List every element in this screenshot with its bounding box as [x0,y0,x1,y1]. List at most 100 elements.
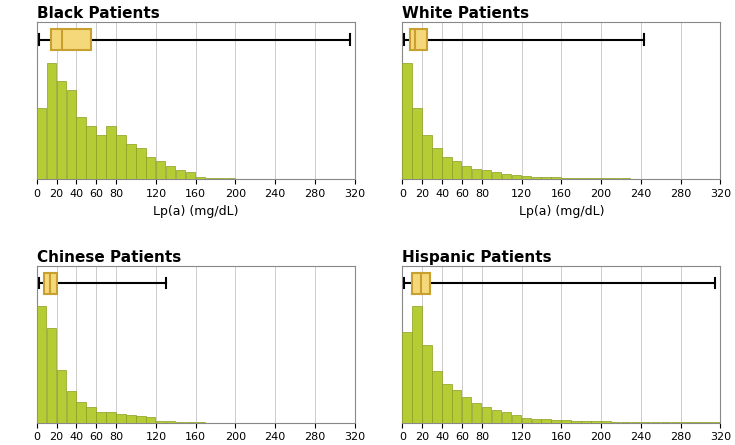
Bar [442,384,451,423]
Bar [531,177,541,179]
Bar [710,422,720,423]
X-axis label: Lp(a) (mg/dL): Lp(a) (mg/dL) [519,205,604,218]
Bar [551,177,561,179]
Bar [136,417,146,423]
Bar [57,81,66,179]
Bar [531,419,541,423]
Bar [67,391,76,423]
Text: Hispanic Patients: Hispanic Patients [402,250,552,264]
Bar [611,178,620,179]
Bar [571,421,581,423]
Bar [522,176,531,179]
Bar [57,370,66,423]
Bar [442,157,451,179]
Bar [482,170,491,179]
Bar [690,422,700,423]
X-axis label: Lp(a) (mg/dL): Lp(a) (mg/dL) [153,205,238,218]
FancyBboxPatch shape [43,273,57,294]
Bar [512,175,521,179]
Bar [681,422,690,423]
Bar [196,422,205,423]
Bar [156,421,165,423]
Bar [542,419,551,423]
Bar [432,371,442,423]
Bar [107,412,115,423]
Bar [452,390,462,423]
Bar [107,125,115,179]
Bar [562,178,571,179]
FancyBboxPatch shape [410,29,427,50]
Bar [226,178,235,179]
Bar [422,345,431,423]
Bar [186,422,196,423]
FancyBboxPatch shape [412,273,430,294]
Bar [116,134,126,179]
Bar [156,162,165,179]
FancyBboxPatch shape [51,29,91,50]
Bar [67,90,76,179]
Bar [126,143,135,179]
Bar [47,328,56,423]
Bar [492,410,501,423]
Bar [146,417,156,423]
Bar [562,420,571,423]
Bar [136,148,146,179]
Bar [126,415,135,423]
Bar [670,422,680,423]
Bar [206,178,215,179]
Bar [522,417,531,423]
Bar [611,422,620,423]
Bar [472,403,481,423]
Bar [432,148,442,179]
Bar [402,332,412,423]
Bar [591,421,600,423]
Bar [422,134,431,179]
Bar [462,166,471,179]
Bar [631,422,640,423]
Bar [482,407,491,423]
Bar [87,407,96,423]
Bar [37,108,46,179]
Bar [196,177,205,179]
Bar [512,415,521,423]
Bar [176,170,185,179]
Bar [96,134,106,179]
Bar [47,63,56,179]
Bar [116,414,126,423]
Bar [700,422,710,423]
Bar [601,178,611,179]
Bar [601,421,611,423]
Bar [412,108,422,179]
Text: Black Patients: Black Patients [37,6,159,21]
Bar [650,422,660,423]
Bar [87,125,96,179]
Bar [621,178,631,179]
Bar [581,421,591,423]
Bar [492,172,501,179]
Bar [581,178,591,179]
Bar [146,157,156,179]
Bar [412,307,422,423]
Bar [661,422,670,423]
Bar [621,422,631,423]
Bar [176,422,185,423]
Bar [472,169,481,179]
Bar [37,307,46,423]
Bar [96,412,106,423]
Bar [462,397,471,423]
Bar [76,117,86,179]
Bar [571,178,581,179]
Bar [186,172,196,179]
Bar [166,166,176,179]
Bar [641,422,650,423]
Bar [542,177,551,179]
Bar [402,63,412,179]
Bar [502,174,511,179]
Bar [452,162,462,179]
Bar [591,178,600,179]
Bar [551,420,561,423]
Bar [502,413,511,423]
Bar [76,401,86,423]
Bar [166,421,176,423]
Bar [215,178,225,179]
